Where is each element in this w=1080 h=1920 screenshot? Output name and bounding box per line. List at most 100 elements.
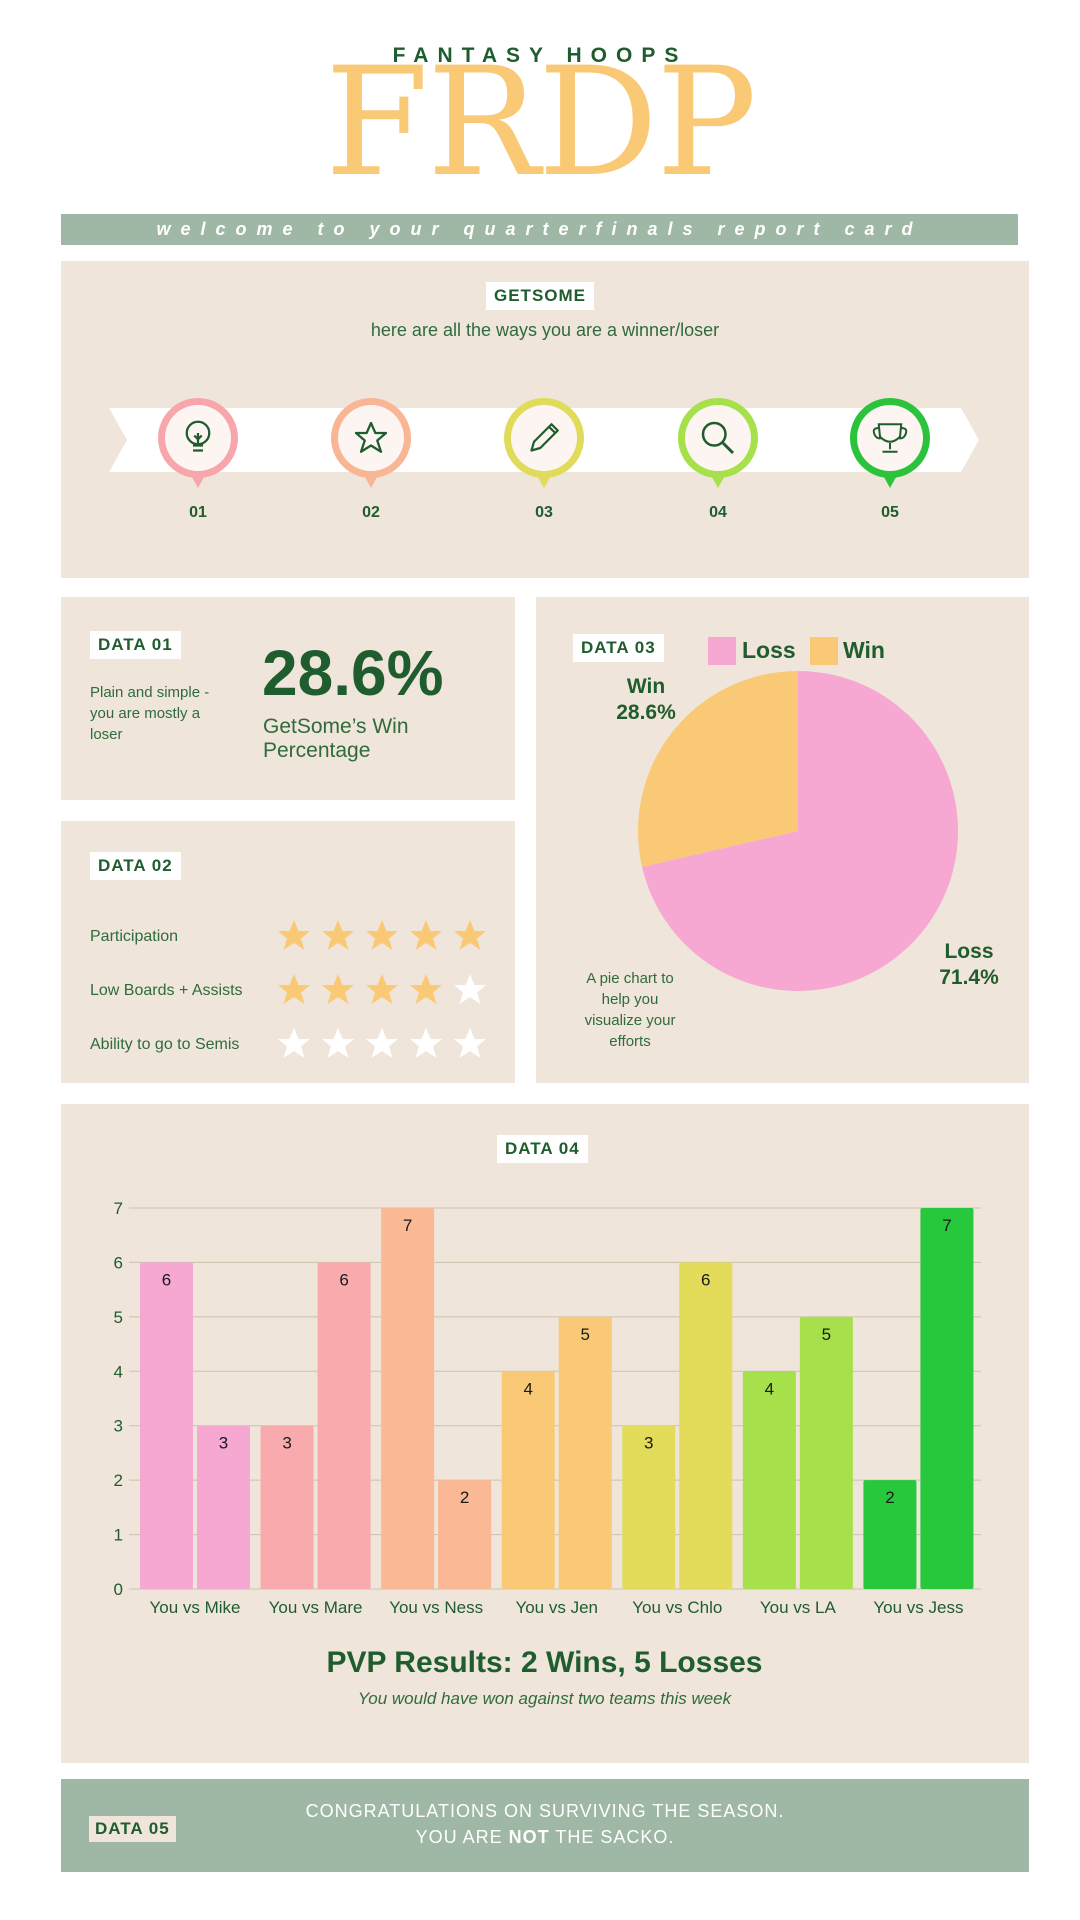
y-tick-label: 3: [114, 1417, 123, 1436]
pie-slice-loss: [642, 671, 958, 991]
y-tick-label: 0: [114, 1580, 123, 1599]
search-icon: [701, 421, 735, 455]
filled-star-icon: [454, 920, 486, 950]
data01-blurb: Plain and simple - you are mostly a lose…: [90, 684, 210, 743]
x-category-label: You vs Jen: [515, 1598, 598, 1617]
logo-wordmark: FRDP: [324, 36, 757, 210]
eyebrow-title: FANTASY HOOPS: [392, 44, 688, 67]
data02-panel: DATA 02 Participation Low Boards + Assist…: [61, 821, 515, 1083]
pvp-title: PVP Results: 2 Wins, 5 Losses: [326, 1646, 763, 1679]
bar-value-label: 3: [282, 1434, 291, 1453]
pvp-bar-chart: 0 1 2 3 4 5 6 7 6 3 You vs Mike 3 6 You vs Mare 7 2 You …: [114, 1199, 981, 1617]
y-tick-label: 4: [114, 1362, 123, 1381]
x-category-label: You vs LA: [760, 1598, 837, 1617]
footer-banner: DATA 05 CONGRATULATIONS ON SURVIVING THE…: [61, 1779, 1029, 1872]
star-rating: [277, 919, 487, 953]
data01-panel: DATA 01 Plain and simple - you are mostl…: [61, 597, 515, 800]
legend-win-swatch: [810, 637, 838, 665]
bar-value-label: 5: [822, 1325, 831, 1344]
pie-loss-label: Loss 71.4%: [939, 940, 999, 989]
bar: [863, 1480, 917, 1589]
intro-panel: GETSOME here are all the ways you are a …: [61, 261, 1029, 578]
y-tick-label: 5: [114, 1308, 123, 1327]
pencil-icon: [530, 423, 559, 452]
intro-subtitle: here are all the ways you are a winner/l…: [370, 320, 720, 340]
empty-star-icon: [454, 1028, 486, 1058]
bar-value-label: 2: [885, 1488, 894, 1507]
y-tick-label: 2: [114, 1471, 123, 1490]
bar-value-label: 7: [403, 1216, 412, 1235]
bar: [438, 1480, 492, 1589]
step-04-marker: [678, 398, 758, 488]
bar-value-label: 2: [460, 1488, 469, 1507]
bar: [501, 1371, 555, 1589]
lightbulb-icon: [185, 420, 211, 452]
rating-label: Ability to go to Semis: [90, 1036, 240, 1053]
pie-note: A pie chart to help you visualize your e…: [584, 970, 676, 1050]
step-number: 04: [709, 504, 727, 521]
legend-loss-label: Loss: [742, 637, 796, 663]
pie-win-label: Win 28.6%: [616, 675, 676, 724]
bar-value-label: 4: [523, 1379, 532, 1398]
win-percentage-caption: GetSome’s Win Percentage: [263, 715, 409, 762]
data03-tag: DATA 03: [573, 634, 664, 662]
rating-label: Low Boards + Assists: [90, 982, 243, 999]
bar: [622, 1425, 676, 1589]
data04-panel: DATA 04 0 1 2 3 4 5 6 7 6 3 You vs Mike 3 6 You vs Ma…: [61, 1104, 1029, 1763]
data05-tag: DATA 05: [89, 1816, 176, 1842]
star-rating: [277, 973, 487, 1007]
star-rating: [277, 1027, 487, 1061]
x-category-label: You vs Jess: [873, 1598, 963, 1617]
bar: [799, 1316, 853, 1589]
filled-star-icon: [322, 920, 354, 950]
bar: [197, 1425, 250, 1589]
bar-value-label: 5: [580, 1325, 589, 1344]
y-tick-label: 1: [114, 1526, 123, 1545]
data03-panel: DATA 03 Loss Win Win 28.6% Loss 71.4% A …: [536, 597, 1029, 1083]
empty-star-icon: [454, 974, 486, 1004]
bar-value-label: 6: [339, 1270, 348, 1289]
step-02-marker: [331, 398, 411, 488]
bar: [260, 1425, 314, 1589]
bar-value-label: 7: [942, 1216, 951, 1235]
step-03-marker: [504, 398, 584, 488]
trophy-icon: [872, 423, 908, 453]
bar: [920, 1208, 974, 1589]
y-tick-label: 6: [114, 1253, 123, 1272]
step-05-marker: [850, 398, 930, 488]
x-category-label: You vs Ness: [389, 1598, 483, 1617]
bar-value-label: 6: [701, 1270, 710, 1289]
congrats-line: CONGRATULATIONS ON SURVIVING THE SEASON.: [305, 1801, 785, 1821]
filled-star-icon: [410, 974, 442, 1004]
bar: [140, 1262, 193, 1589]
pvp-subtitle: You would have won against two teams thi…: [357, 1689, 732, 1708]
legend-loss-swatch: [708, 637, 736, 665]
bar: [317, 1262, 371, 1589]
empty-star-icon: [278, 1028, 310, 1058]
y-tick-label: 7: [114, 1199, 123, 1218]
empty-star-icon: [322, 1028, 354, 1058]
bar-value-label: 3: [219, 1434, 228, 1453]
filled-star-icon: [278, 920, 310, 950]
bar: [742, 1371, 796, 1589]
bar: [679, 1262, 733, 1589]
filled-star-icon: [366, 974, 398, 1004]
x-category-label: You vs Mare: [269, 1598, 363, 1617]
empty-star-icon: [410, 1028, 442, 1058]
bar-value-label: 4: [765, 1379, 774, 1398]
data02-tag: DATA 02: [90, 852, 181, 880]
legend-win-label: Win: [843, 637, 885, 663]
team-tag: GETSOME: [486, 282, 595, 310]
pie-slice-win: [638, 671, 798, 867]
filled-star-icon: [322, 974, 354, 1004]
filled-star-icon: [366, 920, 398, 950]
step-01-marker: [158, 398, 238, 488]
data01-tag: DATA 01: [90, 631, 181, 659]
filled-star-icon: [278, 974, 310, 1004]
sacko-line: YOU ARE NOT THE SACKO.: [415, 1827, 675, 1847]
star-icon: [354, 421, 388, 453]
bar: [381, 1208, 435, 1589]
data04-tag: DATA 04: [497, 1135, 588, 1163]
empty-star-icon: [366, 1028, 398, 1058]
